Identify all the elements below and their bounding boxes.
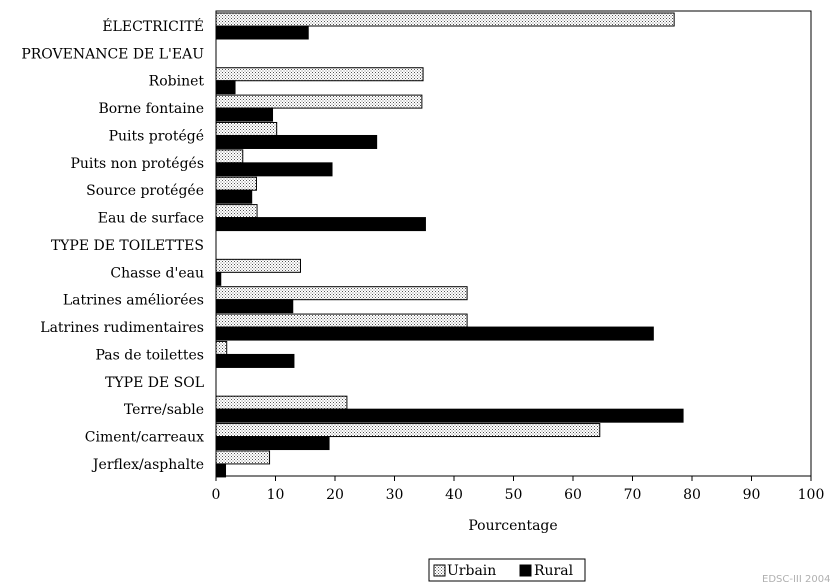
category-label-jerflex-asphalte: Jerflex/asphalte [91, 457, 204, 473]
bar-urbain-eau-de-surface [215, 204, 258, 219]
bar-rural-puits-non-proteges [215, 162, 333, 177]
bar-urbain-jerflex-asphalte [215, 450, 271, 465]
bar-urbain-pas-de-toilettes [215, 340, 228, 355]
bar-urbain-latrines-ameliorees [215, 286, 468, 301]
category-label-pas-de-toilettes: Pas de toilettes [96, 347, 205, 363]
x-tick-label-10: 10 [267, 487, 285, 503]
x-axis-title: Pourcentage [468, 518, 557, 534]
x-tick-label-70: 70 [624, 487, 642, 503]
bar-rural-pas-de-toilettes [215, 353, 295, 368]
bar-rural-ciment-carreaux [215, 436, 330, 451]
bar-rural-latrines-ameliorees [215, 299, 294, 314]
bar-urbain-latrines-rudimentaires [215, 313, 468, 328]
legend-swatch-rural [519, 564, 532, 577]
x-tick-label-50: 50 [505, 487, 523, 503]
section-heading-provenance-de-l-eau: PROVENANCE DE L'EAU [21, 46, 204, 62]
category-label-source-protegee: Source protégée [86, 183, 204, 199]
bar-urbain-robinet [215, 67, 424, 82]
bar-rural-jerflex-asphalte [215, 463, 227, 478]
category-label-eau-de-surface: Eau de surface [98, 211, 204, 227]
bar-urbain-puits-protege [215, 121, 278, 136]
bar-urbain-source-protegee [215, 176, 257, 191]
legend-frame [428, 558, 586, 582]
x-tick-label-60: 60 [564, 487, 582, 503]
category-labels: ÉLECTRICITÉ PROVENANCE DE L'EAU Robinet Bor… [21, 17, 204, 473]
bars-layer [215, 12, 684, 478]
bar-rural-latrines-rudimentaires [215, 326, 654, 341]
bar-urbain-terre-sable [215, 395, 348, 410]
x-tick-label-80: 80 [683, 487, 701, 503]
bar-rural-electricite [215, 25, 309, 40]
x-tick-label-0: 0 [212, 487, 221, 503]
bar-rural-borne-fontaine [215, 107, 274, 122]
category-label-electricite: ÉLECTRICITÉ [102, 17, 204, 35]
legend: Urbain Rural [428, 558, 586, 582]
bar-rural-chasse-d-eau [215, 271, 222, 286]
bar-rural-eau-de-surface [215, 217, 426, 232]
bar-rural-puits-protege [215, 134, 378, 149]
category-label-puits-protege: Puits protégé [109, 128, 204, 144]
category-label-borne-fontaine: Borne fontaine [98, 101, 204, 117]
category-label-robinet: Robinet [149, 74, 205, 90]
category-label-terre-sable: Terre/sable [124, 402, 204, 418]
x-axis-ticks: 0 10 20 30 40 50 60 70 80 90 100 [212, 476, 825, 503]
bar-rural-terre-sable [215, 408, 684, 423]
bar-rural-robinet [215, 80, 236, 95]
section-heading-type-de-sol: TYPE DE SOL [105, 375, 204, 391]
legend-label-rural: Rural [534, 563, 574, 579]
category-label-chasse-d-eau: Chasse d'eau [110, 265, 204, 281]
section-heading-type-de-toilettes: TYPE DE TOILETTES [51, 238, 204, 254]
legend-label-urbain: Urbain [447, 563, 496, 579]
category-label-puits-non-proteges: Puits non protégés [70, 156, 204, 172]
bar-urbain-chasse-d-eau [215, 258, 301, 273]
legend-swatch-urbain [433, 564, 446, 577]
x-tick-label-30: 30 [386, 487, 404, 503]
x-tick-label-20: 20 [326, 487, 344, 503]
category-label-latrines-ameliorees: Latrines améliorées [63, 293, 204, 309]
x-tick-label-40: 40 [445, 487, 463, 503]
bar-urbain-puits-non-proteges [215, 149, 244, 164]
x-tick-label-100: 100 [798, 487, 825, 503]
bar-urbain-electricite [215, 12, 675, 27]
category-label-ciment-carreaux: Ciment/carreaux [85, 430, 204, 446]
bar-urbain-borne-fontaine [215, 94, 423, 109]
watermark: EDSC-III 2004 [762, 574, 830, 582]
x-tick-label-90: 90 [743, 487, 761, 503]
bar-rural-source-protegee [215, 189, 253, 204]
category-label-latrines-rudimentaires: Latrines rudimentaires [40, 320, 204, 336]
bar-urbain-ciment-carreaux [215, 423, 601, 438]
